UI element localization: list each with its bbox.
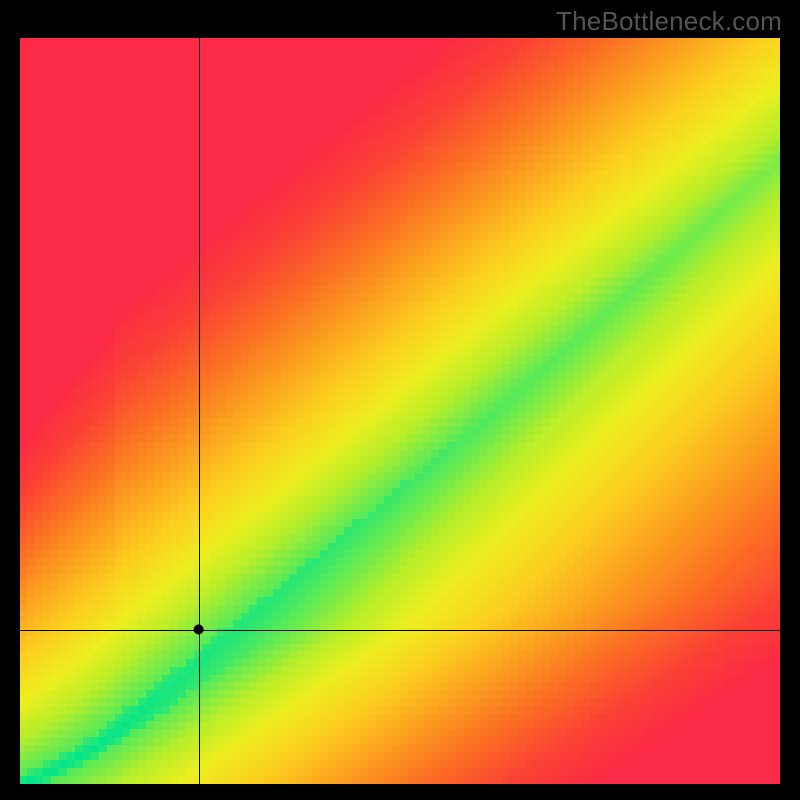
- chart-container: TheBottleneck.com: [0, 0, 800, 800]
- watermark-text: TheBottleneck.com: [556, 6, 782, 37]
- bottleneck-heatmap: [20, 38, 780, 784]
